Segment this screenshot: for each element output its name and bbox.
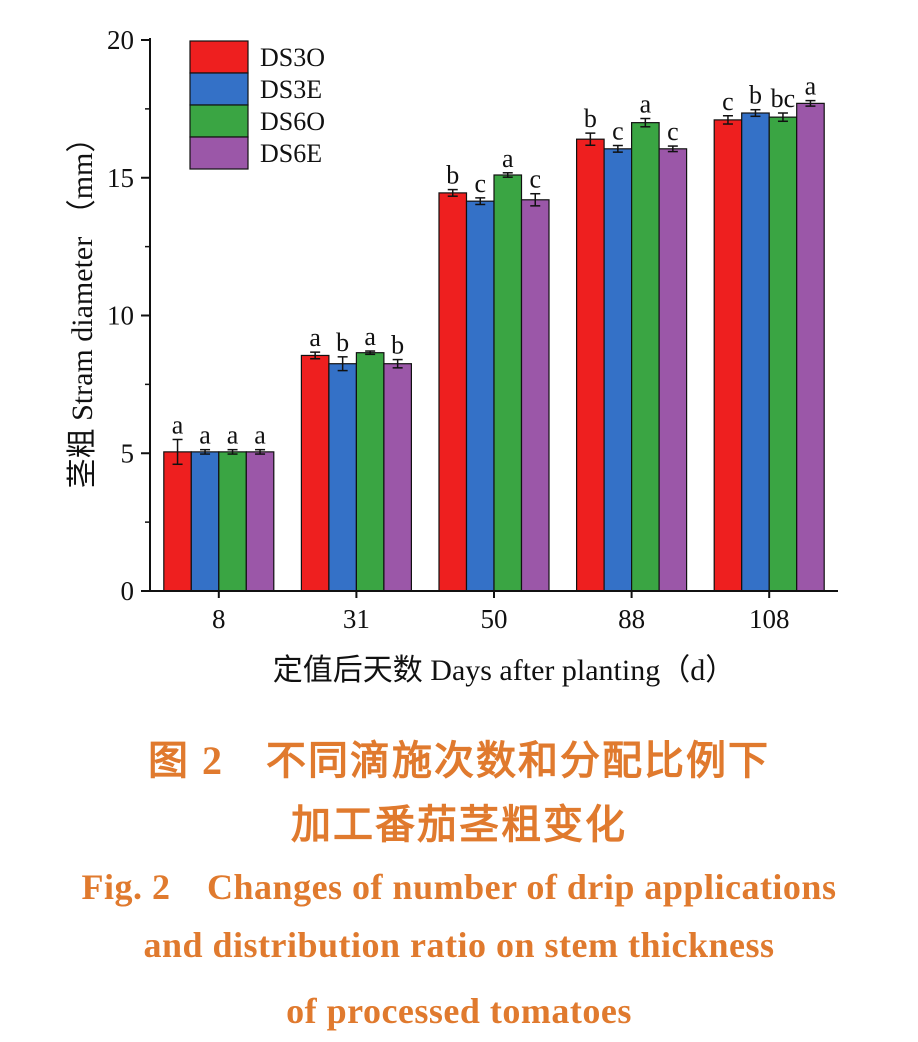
legend-label-DS6E: DS6E (260, 139, 322, 168)
bar-DS3E-31 (328, 363, 357, 592)
bar-DS6E-31 (383, 363, 412, 592)
x-axis-label: 定值后天数 Days after planting（d） (273, 654, 735, 687)
bar-DS3O-31 (300, 354, 330, 592)
y-tick-label-10: 10 (107, 301, 134, 331)
legend-label-DS6O: DS6O (260, 107, 325, 136)
x-tick-label-50: 50 (481, 604, 508, 634)
legend-swatch-DS3E (189, 72, 249, 106)
bars-layer (163, 102, 825, 592)
bar-DS6O-88 (630, 122, 660, 592)
caption-en-line-2: and distribution ratio on stem thickness (143, 925, 775, 965)
y-tick-label-5: 5 (121, 438, 135, 468)
y-tick-label-15: 15 (107, 163, 134, 193)
significance-letter-DS6E-50: c (529, 165, 541, 194)
caption-en-line-3: of processed tomatoes (286, 991, 632, 1031)
x-tick-label-31: 31 (343, 604, 370, 634)
significance-letter-DS6E-88: c (667, 117, 679, 146)
legend-swatch-DS3O (189, 40, 249, 74)
bar-DS6E-8 (245, 451, 275, 592)
legend: DS3O DS3E DS6O DS6E (189, 40, 325, 170)
bar-DS3E-88 (603, 148, 633, 592)
significance-letter-DS3E-31: b (336, 328, 349, 357)
significance-letter-DS3O-88: b (584, 104, 597, 133)
significance-letter-DS3O-50: b (446, 161, 459, 190)
significance-letter-DS3E-88: c (612, 117, 624, 146)
bar-DS6E-108 (796, 102, 825, 592)
y-tick-label-0: 0 (121, 576, 135, 606)
significance-letter-DS3E-108: b (749, 81, 762, 110)
bar-DS3E-108 (741, 112, 770, 592)
bar-DS3O-88 (575, 138, 605, 592)
significance-letter-DS6O-88: a (640, 90, 652, 119)
significance-letter-DS6O-31: a (364, 322, 376, 351)
bar-DS3E-50 (465, 200, 495, 592)
bar-DS3O-8 (163, 451, 192, 592)
x-tick-label-8: 8 (212, 604, 226, 634)
bar-DS6O-50 (493, 174, 523, 592)
legend-label-DS3O: DS3O (260, 43, 325, 72)
significance-letter-DS3O-8: a (172, 410, 184, 439)
bar-DS3O-50 (438, 192, 468, 592)
axes-layer: 0 5 10 15 20 8 31 50 88 108 定值后天数 Days after plant… (66, 25, 838, 687)
significance-letter-DS3O-108: c (722, 87, 734, 116)
caption-cn-line-1: 图 2 不同滴施次数和分配比例下 (148, 738, 770, 783)
x-tick-label-108: 108 (749, 604, 790, 634)
significance-letter-DS3E-50: c (474, 169, 486, 198)
y-axis-label: 茎粗 Stram diameter （mm） (66, 123, 99, 489)
caption-cn-line-2: 加工番茄茎粗变化 (291, 802, 627, 847)
significance-letter-DS6E-108: a (805, 72, 817, 101)
bar-DS3E-8 (190, 451, 220, 592)
significance-letter-DS6E-8: a (254, 421, 266, 450)
legend-swatch-DS6E (189, 136, 249, 170)
significance-letter-DS3O-31: a (309, 323, 321, 352)
x-tick-label-88: 88 (618, 604, 645, 634)
legend-label-DS3E: DS3E (260, 75, 322, 104)
significance-letter-DS6O-8: a (227, 421, 239, 450)
bar-DS6E-50 (520, 199, 550, 592)
bar-DS6O-8 (218, 451, 247, 592)
caption-en-line-1: Fig. 2 Changes of number of drip applica… (81, 867, 837, 907)
bar-DS6E-88 (658, 148, 688, 592)
significance-letter-DS6E-31: b (391, 331, 404, 360)
y-tick-label-20: 20 (107, 25, 134, 55)
bar-DS3O-108 (713, 119, 743, 592)
significance-letter-DS3E-8: a (199, 421, 211, 450)
legend-swatch-DS6O (189, 104, 249, 138)
significance-letter-DS6O-50: a (502, 144, 514, 173)
bar-DS6O-108 (768, 116, 798, 592)
bar-DS6O-31 (355, 352, 385, 592)
significance-letter-DS6O-108: bc (771, 84, 796, 113)
